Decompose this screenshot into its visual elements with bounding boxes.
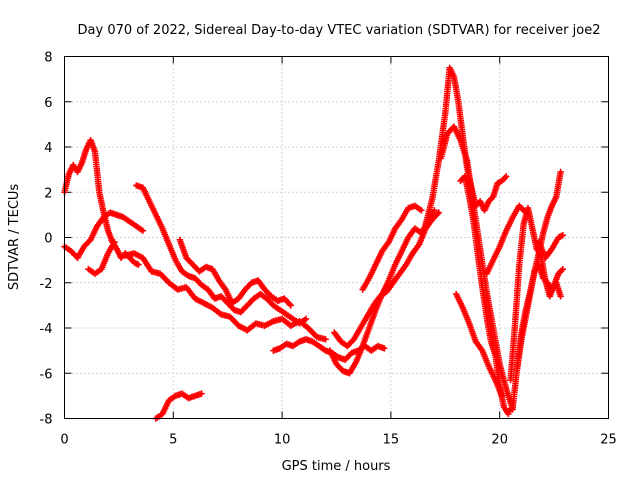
series-trace-a [61, 137, 142, 268]
y-tick-label: 0 [44, 232, 52, 247]
x-axis-label: GPS time / hours [282, 459, 391, 474]
data-point [559, 265, 567, 273]
y-tick-labels: -8 -6 -4 -2 0 2 4 6 8 [40, 51, 53, 428]
data-point [431, 207, 438, 214]
x-tick-label: 10 [274, 433, 291, 448]
x-tick-label: 15 [383, 433, 400, 448]
data-point [111, 238, 118, 246]
data-point [287, 302, 295, 309]
data-point [557, 293, 564, 300]
y-tick-label: -4 [40, 322, 53, 337]
y-tick-label: 8 [44, 51, 52, 66]
x-tick-label: 5 [169, 433, 177, 448]
y-tick-label: -8 [40, 413, 53, 428]
data-point [139, 227, 147, 234]
grid-lines [64, 56, 609, 419]
y-tick-label: 2 [44, 186, 52, 201]
data-points [61, 64, 567, 422]
series-trace-s [483, 202, 530, 277]
series-trace-o [452, 290, 506, 400]
x-tick-label: 0 [60, 433, 68, 448]
data-point [381, 345, 388, 352]
y-tick-label: 6 [44, 96, 52, 111]
series-trace-t [535, 232, 567, 262]
plot-frame [64, 56, 609, 419]
data-point [435, 209, 442, 216]
series-trace-d [133, 182, 310, 327]
series-trace-r [513, 261, 564, 372]
data-point [135, 261, 142, 268]
series-trace-h [270, 336, 388, 363]
x-tick-label: 20 [491, 433, 508, 448]
data-point [498, 392, 506, 400]
series-trace-e [122, 250, 329, 343]
x-tick-label: 25 [600, 433, 617, 448]
series-trace-f [176, 236, 295, 309]
series-trace-l [422, 64, 510, 228]
data-point [198, 390, 205, 397]
series-trace-p [505, 168, 564, 415]
data-point [418, 207, 425, 214]
x-tick-labels: 0 5 10 15 20 25 [60, 433, 616, 448]
data-point [559, 232, 567, 239]
data-point [557, 168, 564, 176]
data-point [522, 209, 530, 216]
series-trace-g [152, 390, 205, 422]
y-tick-label: -6 [40, 367, 53, 382]
data-point [503, 173, 510, 180]
y-axis-label: SDTVAR / TECUs [7, 184, 22, 291]
data-point [322, 336, 329, 343]
y-tick-label: 4 [44, 141, 52, 156]
series-trace-k [359, 202, 425, 293]
y-tick-label: -2 [40, 277, 53, 292]
series-trace-j [331, 209, 442, 350]
series-trace-c [85, 238, 118, 277]
series-trace-b [61, 209, 147, 262]
data-point [302, 315, 310, 323]
chart-title: Day 070 of 2022, Sidereal Day-to-day VTE… [78, 23, 601, 38]
